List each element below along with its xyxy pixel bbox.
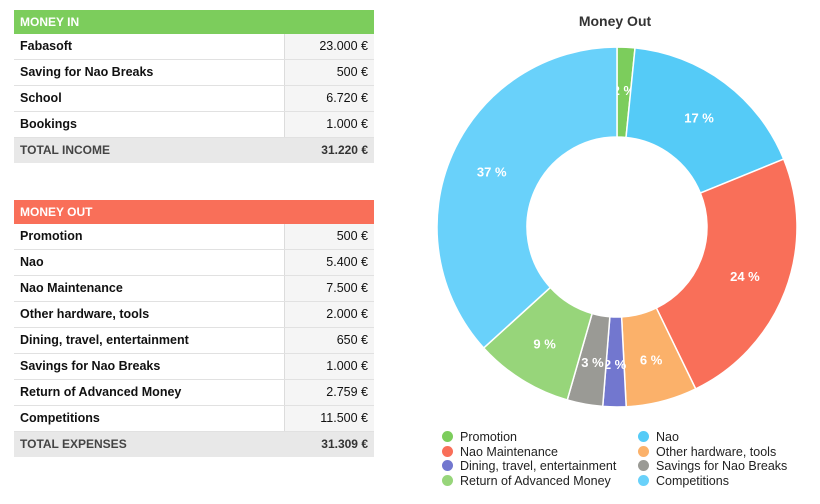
row-value: 5.400 € — [285, 250, 374, 275]
row-value: 500 € — [285, 224, 374, 249]
row-value: 500 € — [285, 60, 374, 85]
slice-percent-label: 17 % — [684, 110, 714, 125]
legend-label: Promotion — [460, 430, 517, 444]
row-label: Return of Advanced Money — [14, 380, 285, 405]
legend-item: Return of Advanced Money — [442, 474, 611, 489]
slice-percent-label: 9 % — [533, 336, 556, 351]
row-value: 6.720 € — [285, 86, 374, 111]
row-value: 7.500 € — [285, 276, 374, 301]
money-in-header: MONEY IN — [14, 10, 374, 34]
row-label: School — [14, 86, 285, 111]
row-label: Savings for Nao Breaks — [14, 354, 285, 379]
legend-item: Nao Maintenance — [442, 445, 558, 460]
legend-swatch — [442, 474, 453, 486]
row-value: 650 € — [285, 328, 374, 353]
table-row: Return of Advanced Money 2.759 € — [14, 380, 374, 406]
row-label: Competitions — [14, 406, 285, 431]
legend-swatch — [442, 431, 453, 442]
row-label: Nao — [14, 250, 285, 275]
legend-swatch — [638, 460, 649, 471]
slice-percent-label: 37 % — [477, 165, 507, 180]
legend-swatch — [442, 460, 453, 471]
row-label: Bookings — [14, 112, 285, 137]
row-label: Other hardware, tools — [14, 302, 285, 327]
legend-label: Competitions — [656, 473, 729, 488]
slice-percent-label: 3 % — [581, 355, 604, 370]
legend-label: Dining, travel, entertainment — [460, 459, 617, 473]
row-value: 2.759 € — [285, 380, 374, 405]
money-out-header: MONEY OUT — [14, 200, 374, 224]
money-out-table: MONEY OUT Promotion 500 € Nao 5.400 € Na… — [14, 200, 374, 457]
legend-item: Nao — [638, 430, 679, 445]
row-value: 1.000 € — [285, 354, 374, 379]
legend-swatch — [638, 445, 649, 457]
row-value: 2.000 € — [285, 302, 374, 327]
row-label: Nao Maintenance — [14, 276, 285, 301]
table-row: School 6.720 € — [14, 86, 374, 112]
slice-nao-maintenance — [655, 158, 798, 390]
legend-item: Savings for Nao Breaks — [638, 459, 787, 474]
table-row: Nao Maintenance 7.500 € — [14, 276, 374, 302]
money-in-table: MONEY IN Fabasoft 23.000 € Saving for Na… — [14, 10, 374, 163]
legend-label: Nao Maintenance — [460, 444, 558, 459]
row-label: Fabasoft — [14, 34, 285, 59]
legend-item: Promotion — [442, 430, 517, 445]
legend-swatch — [442, 445, 453, 457]
total-expenses-row: TOTAL EXPENSES 31.309 € — [14, 432, 374, 457]
row-value: 1.000 € — [285, 112, 374, 137]
total-label: TOTAL EXPENSES — [20, 437, 127, 451]
table-row: Other hardware, tools 2.000 € — [14, 302, 374, 328]
legend-item: Dining, travel, entertainment — [442, 459, 616, 474]
legend-item: Competitions — [638, 474, 729, 489]
table-row: Fabasoft 23.000 € — [14, 34, 374, 60]
table-row: Nao 5.400 € — [14, 250, 374, 276]
legend-label: Nao — [656, 430, 679, 444]
donut-chart: 2 %17 %24 %6 %2 %3 %9 %37 % — [436, 46, 798, 408]
table-row: Promotion 500 € — [14, 224, 374, 250]
total-value: 31.309 € — [321, 437, 368, 451]
table-row: Dining, travel, entertainment 650 € — [14, 328, 374, 354]
row-label: Promotion — [14, 224, 285, 249]
row-label: Dining, travel, entertainment — [14, 328, 285, 353]
legend-label: Return of Advanced Money — [460, 473, 611, 488]
table-row: Savings for Nao Breaks 1.000 € — [14, 354, 374, 380]
legend-swatch — [638, 431, 649, 442]
chart-title: Money Out — [578, 13, 652, 29]
legend-label: Savings for Nao Breaks — [656, 459, 788, 473]
row-label: Saving for Nao Breaks — [14, 60, 285, 85]
total-label: TOTAL INCOME — [20, 143, 110, 157]
row-value: 23.000 € — [285, 34, 374, 59]
table-row: Saving for Nao Breaks 500 € — [14, 60, 374, 86]
slice-competitions — [436, 46, 618, 350]
slice-nao — [625, 47, 785, 195]
legend-swatch — [638, 474, 649, 486]
legend-label: Other hardware, tools — [656, 444, 777, 459]
total-value: 31.220 € — [321, 143, 368, 157]
total-income-row: TOTAL INCOME 31.220 € — [14, 138, 374, 163]
legend-item: Other hardware, tools — [638, 445, 776, 460]
table-row: Competitions 11.500 € — [14, 406, 374, 432]
slice-percent-label: 24 % — [730, 269, 760, 284]
table-row: Bookings 1.000 € — [14, 112, 374, 138]
slice-percent-label: 2 % — [604, 357, 627, 372]
slice-percent-label: 6 % — [640, 353, 663, 368]
row-value: 11.500 € — [285, 406, 374, 431]
